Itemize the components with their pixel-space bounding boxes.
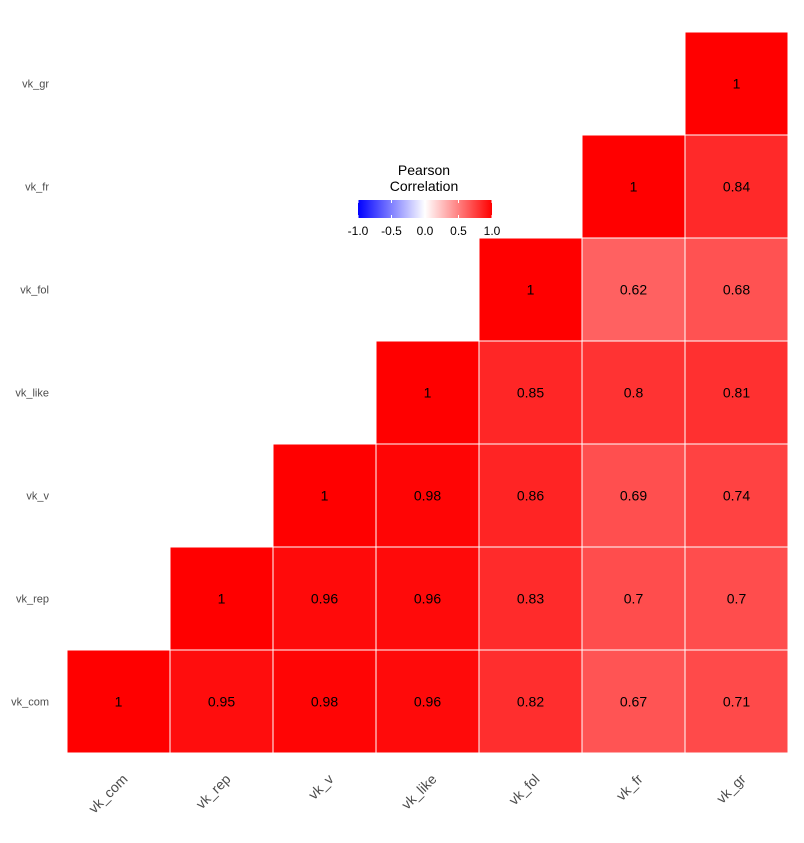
legend-tick-label: 1.0 xyxy=(484,224,501,238)
heatmap-cell-vk_fr-vk_com xyxy=(581,649,686,754)
heatmap-cell-vk_fol-vk_fol xyxy=(478,237,583,342)
cell-value-label-vk_gr-vk_gr: 1 xyxy=(733,76,741,92)
heatmap-cell-vk_like-vk_com xyxy=(375,649,480,754)
y-tick-label-vk_fr: vk_fr xyxy=(25,182,49,194)
heatmap-cell-vk_fr-vk_rep xyxy=(581,546,686,651)
heatmap-cell-vk_v-vk_v xyxy=(272,443,377,548)
heatmap-cell-vk_fol-vk_like xyxy=(478,340,583,445)
legend-colorbar xyxy=(358,200,492,218)
cell-value-label-vk_fol-vk_rep: 0.83 xyxy=(517,591,544,607)
cell-value-label-vk_fol-vk_like: 0.85 xyxy=(517,385,544,401)
cell-value-label-vk_rep-vk_com: 0.95 xyxy=(208,694,235,710)
legend: Pearson Correlation -1.0 -0.5 0.0 0.5 1.0 xyxy=(348,162,501,238)
cell-value-label-vk_v-vk_rep: 0.96 xyxy=(311,591,338,607)
cell-value-label-vk_fol-vk_com: 0.82 xyxy=(517,694,544,710)
y-tick-label-vk_v: vk_v xyxy=(26,491,49,503)
cell-value-label-vk_com-vk_com: 1 xyxy=(115,694,123,710)
cell-value-label-vk_gr-vk_v: 0.74 xyxy=(723,488,750,504)
x-tick-label-vk_fr: vk_fr xyxy=(613,771,646,804)
cell-value-label-vk_v-vk_com: 0.98 xyxy=(311,694,338,710)
cell-value-label-vk_like-vk_v: 0.98 xyxy=(414,488,441,504)
heatmap-value-labels: 1 0.95 0.98 0.96 0.82 0.67 0.711 0.96 0.96 0.83 0.… xyxy=(115,76,751,710)
heatmap-cell-vk_gr-vk_fr xyxy=(684,134,789,239)
y-tick-label-vk_com: vk_com xyxy=(11,697,49,709)
cell-value-label-vk_gr-vk_com: 0.71 xyxy=(723,694,750,710)
x-tick-label-vk_fol: vk_fol xyxy=(505,771,542,808)
legend-title-line1: Pearson xyxy=(398,162,450,178)
heatmap-cell-vk_like-vk_like xyxy=(375,340,480,445)
cell-value-label-vk_fr-vk_rep: 0.7 xyxy=(624,591,644,607)
y-tick-label-vk_fol: vk_fol xyxy=(20,285,49,297)
legend-tick-label: 0.5 xyxy=(450,224,467,238)
cell-value-label-vk_like-vk_like: 1 xyxy=(424,385,432,401)
legend-tick-label: -0.5 xyxy=(381,224,402,238)
cell-value-label-vk_gr-vk_fr: 0.84 xyxy=(723,179,750,195)
heatmap-cell-vk_com-vk_com xyxy=(66,649,171,754)
x-axis: vk_com vk_rep vk_v vk_like vk_fol vk_fr vk_gr xyxy=(85,771,749,817)
x-tick-label-vk_gr: vk_gr xyxy=(713,771,749,807)
heatmap-cell-vk_gr-vk_com xyxy=(684,649,789,754)
cell-value-label-vk_fr-vk_com: 0.67 xyxy=(620,694,647,710)
y-tick-label-vk_like: vk_like xyxy=(15,388,49,400)
heatmap-cell-vk_like-vk_rep xyxy=(375,546,480,651)
heatmap-cell-vk_fol-vk_v xyxy=(478,443,583,548)
cell-value-label-vk_gr-vk_fol: 0.68 xyxy=(723,282,750,298)
heatmap-cell-vk_v-vk_rep xyxy=(272,546,377,651)
cell-value-label-vk_fol-vk_v: 0.86 xyxy=(517,488,544,504)
heatmap-cell-vk_gr-vk_v xyxy=(684,443,789,548)
cell-value-label-vk_fol-vk_fol: 1 xyxy=(527,282,535,298)
cell-value-label-vk_fr-vk_fr: 1 xyxy=(630,179,638,195)
cell-value-label-vk_like-vk_com: 0.96 xyxy=(414,694,441,710)
x-tick-label-vk_like: vk_like xyxy=(398,771,440,813)
legend-tick-label: 0.0 xyxy=(417,224,434,238)
y-tick-label-vk_rep: vk_rep xyxy=(16,594,49,606)
heatmap-cell-vk_gr-vk_rep xyxy=(684,546,789,651)
x-tick-label-vk_v: vk_v xyxy=(305,771,337,803)
x-tick-label-vk_rep: vk_rep xyxy=(193,771,234,812)
cell-value-label-vk_fr-vk_v: 0.69 xyxy=(620,488,647,504)
heatmap-cell-vk_fr-vk_like xyxy=(581,340,686,445)
heatmap-cell-vk_fol-vk_com xyxy=(478,649,583,754)
legend-title-line2: Correlation xyxy=(390,178,458,194)
cell-value-label-vk_gr-vk_rep: 0.7 xyxy=(727,591,747,607)
heatmap-cell-vk_like-vk_v xyxy=(375,443,480,548)
heatmap-cell-vk_gr-vk_fol xyxy=(684,237,789,342)
cell-value-label-vk_like-vk_rep: 0.96 xyxy=(414,591,441,607)
heatmap-cell-vk_fr-vk_v xyxy=(581,443,686,548)
legend-tick-label: -1.0 xyxy=(348,224,369,238)
heatmap-cell-vk_rep-vk_com xyxy=(169,649,274,754)
heatmap-cells xyxy=(66,31,789,754)
cell-value-label-vk_gr-vk_like: 0.81 xyxy=(723,385,750,401)
x-tick-label-vk_com: vk_com xyxy=(85,771,130,816)
y-tick-label-vk_gr: vk_gr xyxy=(22,79,49,91)
cell-value-label-vk_rep-vk_rep: 1 xyxy=(218,591,226,607)
heatmap-cell-vk_rep-vk_rep xyxy=(169,546,274,651)
y-axis: vk_com vk_rep vk_v vk_like vk_fol vk_fr vk_gr xyxy=(11,79,49,709)
cell-value-label-vk_v-vk_v: 1 xyxy=(321,488,329,504)
cell-value-label-vk_fr-vk_like: 0.8 xyxy=(624,385,644,401)
heatmap-cell-vk_gr-vk_gr xyxy=(684,31,789,136)
cell-value-label-vk_fr-vk_fol: 0.62 xyxy=(620,282,647,298)
